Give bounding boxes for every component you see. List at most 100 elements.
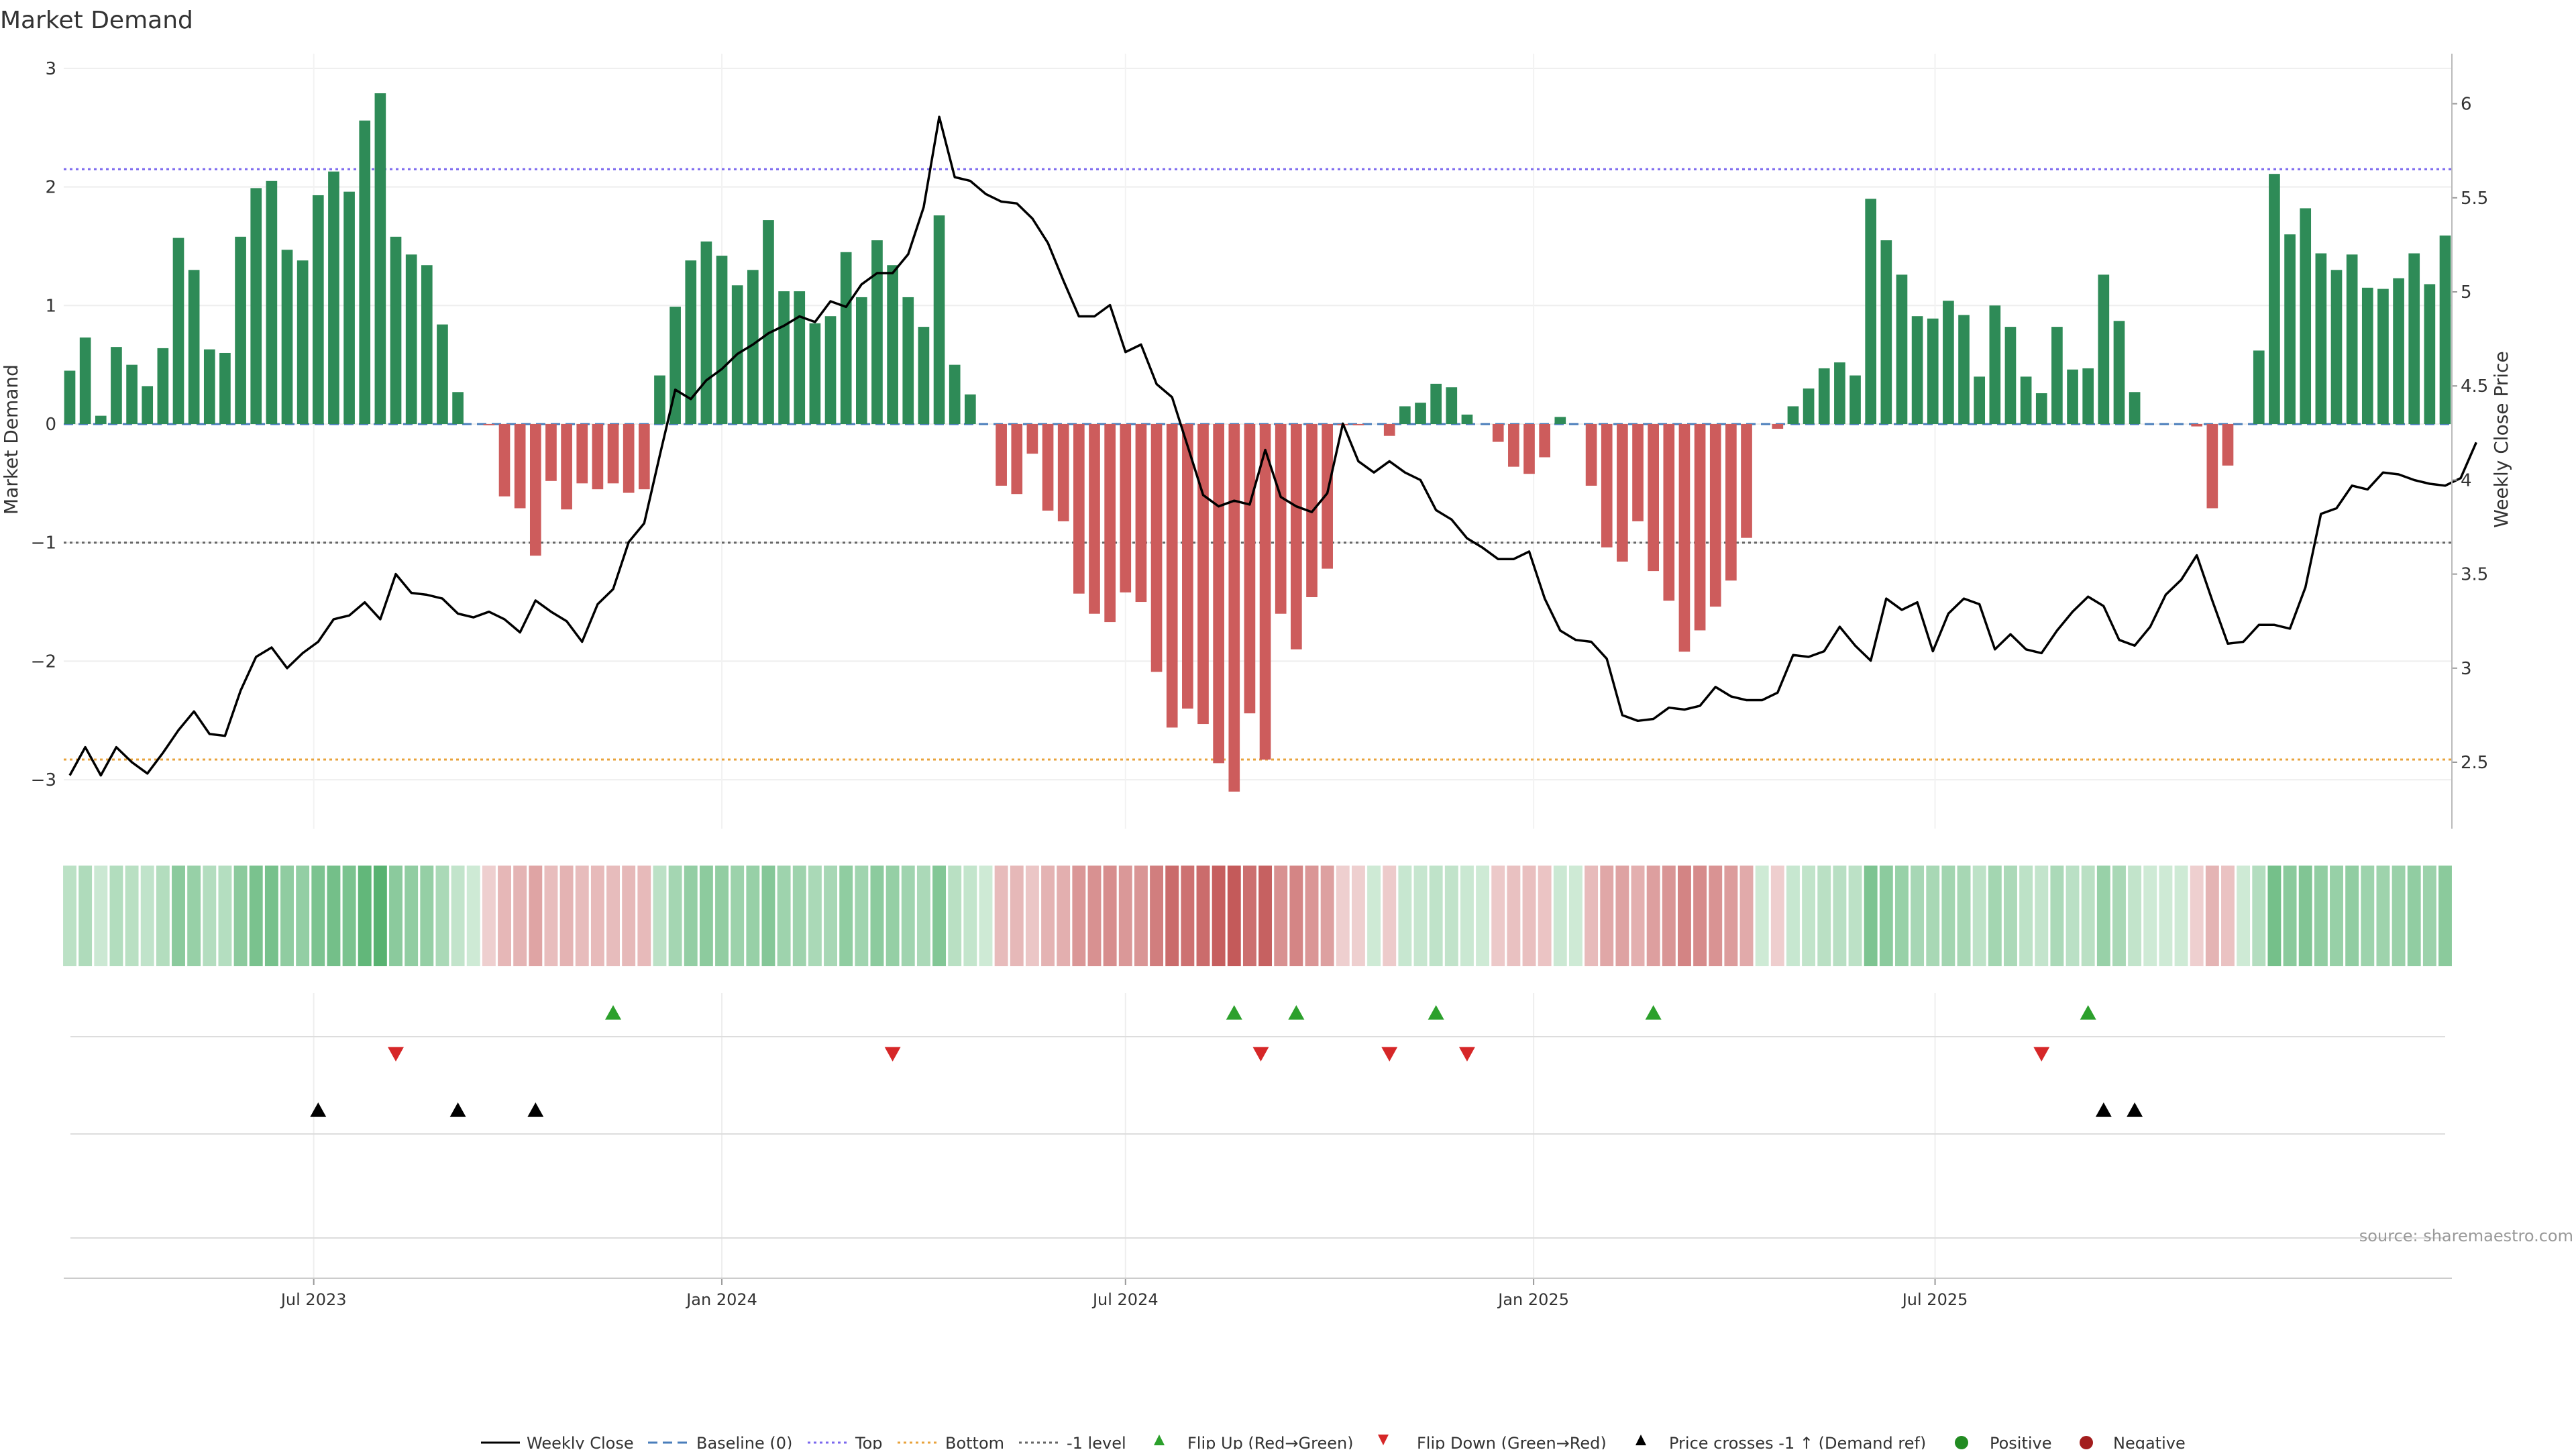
demand-bar-positive bbox=[1958, 315, 1970, 424]
demand-bar-positive bbox=[1803, 388, 1815, 424]
heatmap-cell bbox=[2438, 866, 2452, 966]
heatmap-cell bbox=[1336, 866, 1350, 966]
heatmap-cell bbox=[1662, 866, 1676, 966]
demand-bar-negative bbox=[483, 424, 495, 425]
demand-bar-negative bbox=[529, 424, 541, 556]
heatmap-cell bbox=[358, 866, 372, 966]
demand-bar-negative bbox=[1057, 424, 1069, 521]
demand-bar-positive bbox=[79, 338, 91, 424]
demand-bar-negative bbox=[545, 424, 557, 481]
heatmap-cell bbox=[1181, 866, 1195, 966]
heatmap-cell bbox=[2221, 866, 2235, 966]
heatmap-cell bbox=[963, 866, 977, 966]
demand-bar-positive bbox=[1787, 406, 1799, 424]
demand-bar-positive bbox=[933, 215, 945, 424]
demand-bar-positive bbox=[871, 240, 883, 424]
heatmap-cell bbox=[1911, 866, 1925, 966]
demand-bar-negative bbox=[576, 424, 588, 484]
demand-bar-negative bbox=[638, 424, 650, 490]
heatmap-cell bbox=[2267, 866, 2282, 966]
demand-bar-positive bbox=[2315, 253, 2327, 424]
demand-bar-positive bbox=[2082, 368, 2094, 424]
heatmap-cell bbox=[1041, 866, 1055, 966]
demand-bar-positive bbox=[1399, 406, 1411, 424]
heatmap-cell bbox=[405, 866, 419, 966]
demand-bar-negative bbox=[1678, 424, 1690, 652]
heatmap-cell bbox=[78, 866, 93, 966]
legend-negative-marker bbox=[2080, 1436, 2093, 1449]
demand-bar-negative bbox=[623, 424, 635, 493]
heatmap-cell bbox=[1926, 866, 1940, 966]
heatmap-cell bbox=[2392, 866, 2406, 966]
heatmap-cell bbox=[668, 866, 682, 966]
heatmap-cell bbox=[2050, 866, 2064, 966]
heatmap-cell bbox=[824, 866, 837, 966]
heatmap-cell bbox=[559, 866, 574, 966]
demand-bar-positive bbox=[1415, 403, 1426, 424]
right-tick-label: 3 bbox=[2461, 659, 2472, 679]
heatmap-cell bbox=[1010, 866, 1024, 966]
heatmap-cell bbox=[575, 866, 589, 966]
heatmap-cell bbox=[2407, 866, 2421, 966]
flip-up-marker bbox=[1645, 1005, 1662, 1020]
demand-bar-positive bbox=[1865, 199, 1877, 424]
flip-up-marker bbox=[2080, 1005, 2096, 1020]
heatmap-cell bbox=[2143, 866, 2157, 966]
demand-bar-negative bbox=[1166, 424, 1178, 728]
demand-bar-negative bbox=[1073, 424, 1085, 594]
heatmap-cell bbox=[1631, 866, 1645, 966]
heatmap-cell bbox=[2019, 866, 2033, 966]
heatmap-cell bbox=[746, 866, 760, 966]
demand-bar-positive bbox=[1974, 376, 1986, 424]
heatmap-cell bbox=[1320, 866, 1334, 966]
demand-bar-positive bbox=[965, 394, 976, 424]
heatmap-cell bbox=[342, 866, 356, 966]
x-tick-label: Jul 2025 bbox=[1901, 1290, 1968, 1309]
heatmap-cell bbox=[2314, 866, 2328, 966]
heatmap-cell bbox=[1568, 866, 1582, 966]
heatmap-cell bbox=[792, 866, 806, 966]
heatmap-cell bbox=[249, 866, 263, 966]
heatmap-strip bbox=[63, 866, 2452, 966]
demand-bar-positive bbox=[856, 297, 867, 424]
heatmap-cell bbox=[466, 866, 480, 966]
heatmap-cell bbox=[948, 866, 962, 966]
heatmap-cell bbox=[451, 866, 465, 966]
demand-bar-negative bbox=[1182, 424, 1193, 709]
heatmap-cell bbox=[1724, 866, 1738, 966]
demand-bar-positive bbox=[374, 93, 386, 424]
right-tick-label: 2.5 bbox=[2461, 753, 2488, 773]
demand-bar-positive bbox=[2098, 274, 2110, 424]
demand-bar-positive bbox=[1943, 301, 1954, 424]
heatmap-cell bbox=[761, 866, 775, 966]
demand-bar-positive bbox=[111, 347, 122, 424]
heatmap-cell bbox=[2422, 866, 2436, 966]
heatmap-cell bbox=[2096, 866, 2110, 966]
heatmap-cell bbox=[420, 866, 434, 966]
legend-negative: Negative bbox=[2113, 1434, 2186, 1449]
demand-bar-positive bbox=[669, 307, 681, 424]
demand-bar-positive bbox=[390, 236, 402, 424]
heatmap-cell bbox=[327, 866, 341, 966]
heatmap-cell bbox=[1398, 866, 1412, 966]
heatmap-cell bbox=[2252, 866, 2266, 966]
demand-bar-negative bbox=[1042, 424, 1054, 511]
demand-bar-positive bbox=[188, 270, 200, 424]
heatmap-cell bbox=[1988, 866, 2002, 966]
price-line-layer bbox=[68, 115, 2477, 777]
demand-bar-positive bbox=[2129, 392, 2141, 424]
heatmap-cell bbox=[839, 866, 853, 966]
demand-bar-negative bbox=[1383, 424, 1395, 436]
heatmap-cell bbox=[1833, 866, 1847, 966]
demand-bar-positive bbox=[2020, 376, 2032, 424]
heatmap-cell bbox=[715, 866, 729, 966]
demand-bar-negative bbox=[592, 424, 604, 490]
heatmap-cell bbox=[1118, 866, 1132, 966]
legend-flip-down-marker bbox=[1378, 1435, 1389, 1445]
heatmap-cell bbox=[1941, 866, 1955, 966]
demand-bar-positive bbox=[126, 364, 138, 424]
demand-bar-negative bbox=[2206, 424, 2218, 509]
legend-weekly-close: Weekly Close bbox=[527, 1434, 634, 1449]
